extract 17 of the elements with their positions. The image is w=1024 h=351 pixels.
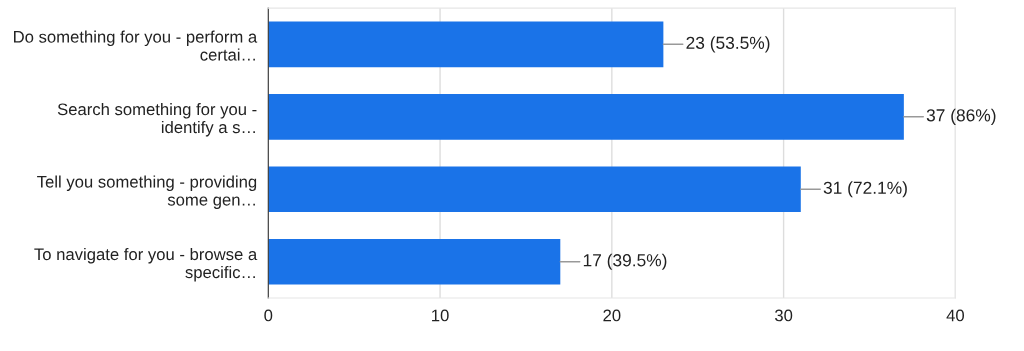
data-label: 37 (86%) [926,108,996,125]
x-tick-label: 30 [774,309,793,322]
bar [268,166,801,213]
y-tick-label: Tell you something - providing some gen… [37,175,257,209]
data-label: 17 (39.5%) [583,253,667,270]
x-tick-label: 10 [432,309,449,322]
data-label: 31 (72.1%) [823,181,907,198]
bar [268,238,561,285]
x-tick-label: 20 [603,309,621,322]
y-tick-label: Search something for you - identify a s… [57,102,257,137]
bar [268,93,904,140]
bar [268,21,664,68]
x-tick-label: 0 [264,309,273,322]
data-label: 23 (53.5%) [686,36,770,53]
x-tick-label: 40 [946,309,965,322]
y-tick-label: To navigate for you - browse a specific… [34,247,258,282]
y-tick-label: Do something for you - perform a certai… [14,30,258,61]
